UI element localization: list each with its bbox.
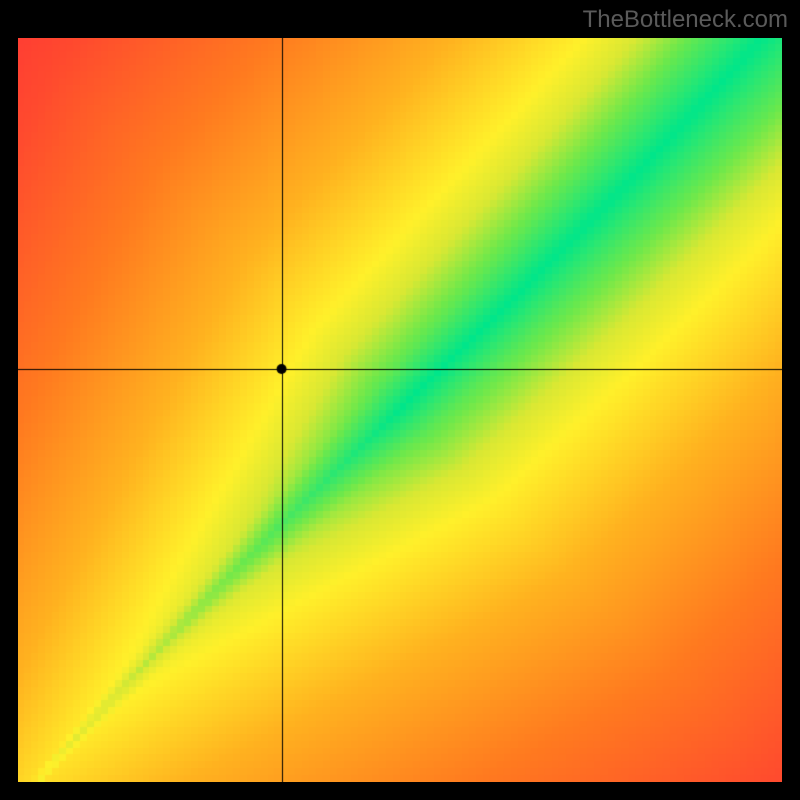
watermark-text: TheBottleneck.com [583,6,788,34]
bottleneck-heatmap [18,38,782,782]
chart-container: TheBottleneck.com [0,0,800,800]
